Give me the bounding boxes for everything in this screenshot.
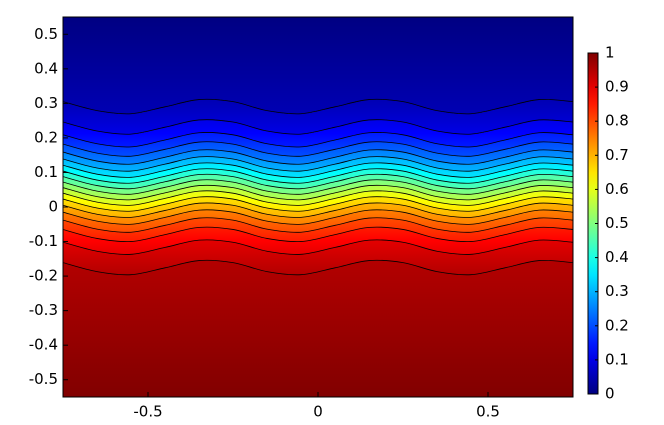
contour-line	[63, 202, 573, 218]
contour-band	[63, 179, 573, 200]
contour-band	[63, 119, 573, 148]
y-tick-label: 0.5	[34, 25, 58, 43]
contour-band	[63, 185, 573, 206]
colorbar-tick-label: 0.1	[605, 350, 629, 368]
y-tick-label: -0.4	[29, 336, 58, 354]
colorbar-tick-label: 0.9	[605, 78, 629, 96]
contour-band	[63, 149, 573, 172]
colorbar-tick-label: 0.8	[605, 112, 629, 130]
colorbar-tick-label: 0.2	[605, 316, 629, 334]
y-tick-label: -0.1	[29, 232, 58, 250]
contour-line	[63, 132, 573, 148]
y-tick-label: 0.2	[34, 128, 58, 146]
contour-band	[63, 174, 573, 195]
contour-line	[63, 98, 573, 115]
contour-line	[63, 179, 573, 195]
x-tick-label: -0.5	[133, 403, 162, 421]
y-tick-label: 0.1	[34, 163, 58, 181]
colorbar-tick-label: 0.4	[605, 248, 629, 266]
contour-line	[63, 217, 573, 233]
contour-band	[63, 209, 573, 233]
contour-band	[63, 141, 573, 165]
contour-band	[63, 202, 573, 225]
contour-band	[63, 168, 573, 189]
y-tick-label: 0.4	[34, 59, 58, 77]
contour-line	[63, 168, 573, 184]
contour-line	[63, 149, 573, 165]
contour-band	[63, 99, 573, 135]
x-tick-label: 0.5	[476, 403, 500, 421]
contour-line	[63, 190, 573, 206]
contour-line	[63, 196, 573, 212]
y-tick-label: -0.5	[29, 370, 58, 388]
y-tick-label: -0.2	[29, 267, 58, 285]
colorbar-tick-label: 0.7	[605, 146, 629, 164]
colorbar-tick-label: 1	[605, 44, 615, 62]
contour-line	[63, 209, 573, 225]
colorbar-tick-label: 0	[605, 385, 615, 403]
contour-line	[63, 239, 573, 255]
contour-line	[63, 259, 573, 276]
y-tick-label: -0.3	[29, 301, 58, 319]
contour-line	[63, 119, 573, 135]
contour-line	[63, 173, 573, 190]
plot-area	[63, 17, 573, 397]
colorbar-tick-label: 0.5	[605, 214, 629, 232]
contour-line	[63, 162, 573, 178]
x-tick-label: 0	[313, 403, 323, 421]
colorbar-tick-label: 0.3	[605, 282, 629, 300]
y-tick-label: 0.3	[34, 94, 58, 112]
contour-band	[63, 239, 573, 275]
contour-band	[63, 156, 573, 178]
contour-band	[63, 260, 573, 397]
contour-line	[63, 226, 573, 243]
contour-line	[63, 184, 573, 201]
contour-band	[63, 17, 573, 114]
contour-band	[63, 190, 573, 212]
y-tick-label: 0	[48, 198, 58, 216]
contour-band	[63, 227, 573, 255]
contour-line	[63, 156, 573, 172]
contour-band	[63, 162, 573, 184]
colorbar-tick-label: 0.6	[605, 180, 629, 198]
contour-line	[63, 141, 573, 157]
contour-band	[63, 196, 573, 218]
